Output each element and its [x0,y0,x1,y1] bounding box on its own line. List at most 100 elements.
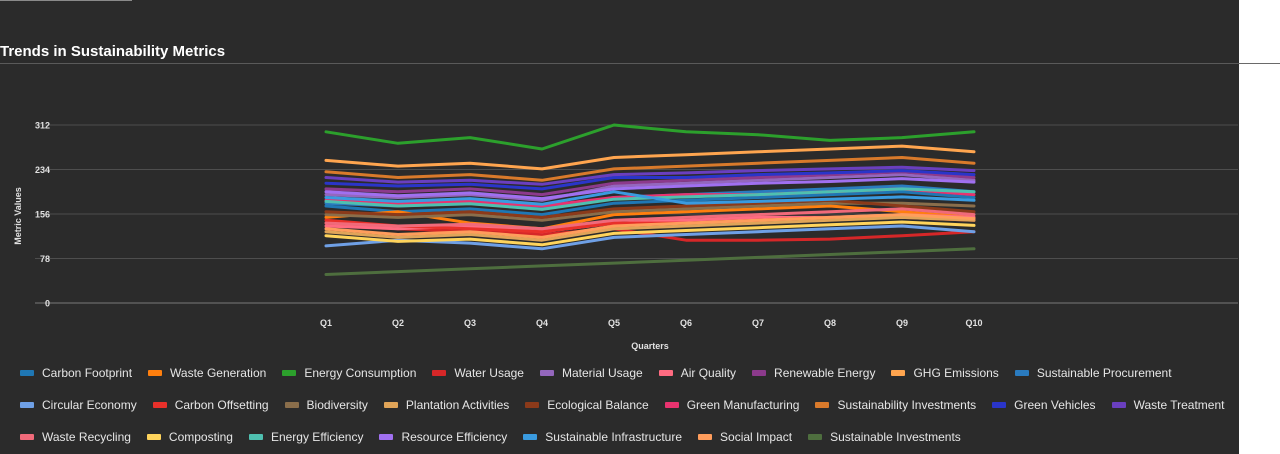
series-line-green-vehicles [324,169,976,191]
legend-label: Waste Generation [170,366,267,380]
series-line-carbon-footprint [324,190,976,217]
legend-item[interactable]: Carbon Offsetting [152,396,269,414]
legend-label: Green Manufacturing [686,398,800,412]
legend-item[interactable]: Biodiversity [284,396,368,414]
legend-label: Energy Consumption [304,366,417,380]
legend-item[interactable]: Air Quality [658,364,737,382]
legend-item[interactable]: Water Usage [432,364,524,382]
legend-label: Sustainability Investments [837,398,977,412]
legend-item[interactable]: Social Impact [698,428,792,446]
series-line-composting [324,220,976,247]
series-line-ghg-emissions [324,144,976,171]
legend-label: Energy Efficiency [270,430,364,444]
legend-label: Carbon Offsetting [174,398,269,412]
y-tick-label: 156 [35,210,50,220]
legend-label: Ecological Balance [547,398,649,412]
series-line-sustainability-investments [324,156,976,182]
legend-swatch [698,434,713,440]
legend-swatch [146,434,161,440]
legend-swatch [379,434,394,440]
series-line-waste-treatment [324,165,976,186]
legend-label: Air Quality [680,366,737,380]
series-line-sustainable-infrastructure [324,190,976,206]
series-line-sustainable-investments [324,247,976,276]
x-tick-label: Q10 [965,318,982,328]
legend-swatch [539,370,554,376]
legend-swatch [282,370,297,376]
legend-item[interactable]: Sustainability Investments [815,396,976,414]
legend-item[interactable]: Sustainable Procurement [1014,364,1172,382]
legend-item[interactable]: Plantation Activities [383,396,510,414]
title-divider [0,63,1280,64]
legend-label: Material Usage [561,366,643,380]
x-tick-label: Q5 [608,318,620,328]
legend-item[interactable]: Ecological Balance [525,396,649,414]
legend-item[interactable]: Material Usage [539,364,643,382]
legend-swatch [432,370,447,376]
legend-swatch [525,402,540,408]
line-chart: 0 78 156 234 312 Q1 Q2 Q3 Q4 Q5 Q6 Q7 Q8 Q9 Q10 Quarter… [13,121,1238,351]
legend-label: Circular Economy [42,398,137,412]
legend-swatch [992,402,1007,408]
legend-swatch [148,370,163,376]
legend-item[interactable]: GHG Emissions [891,364,999,382]
chart-legend: Carbon Footprint Waste Generation Energy C… [20,364,1230,446]
x-tick-label: Q1 [320,318,332,328]
legend-label: Waste Treatment [1133,398,1225,412]
legend-item[interactable]: Carbon Footprint [20,364,132,382]
legend-item[interactable]: Renewable Energy [752,364,875,382]
legend-item[interactable]: Sustainable Infrastructure [523,428,682,446]
legend-swatch [152,402,167,408]
legend-swatch [808,434,823,440]
legend-label: Plantation Activities [405,398,510,412]
legend-item[interactable]: Composting [146,428,233,446]
legend-swatch [20,370,34,376]
legend-item[interactable]: Sustainable Investments [808,428,961,446]
legend-swatch [815,402,830,408]
legend-swatch [891,370,906,376]
legend-item[interactable]: Circular Economy [20,396,137,414]
legend-label: Sustainable Procurement [1036,366,1172,380]
y-tick-label: 234 [35,165,50,175]
legend-label: Resource Efficiency [401,430,508,444]
series-line-resource-efficiency [324,177,976,201]
legend-item[interactable]: Green Vehicles [992,396,1096,414]
legend-swatch [284,402,299,408]
x-tick-label: Q7 [752,318,764,328]
legend-swatch [248,434,263,440]
legend-item[interactable]: Resource Efficiency [379,428,507,446]
x-tick-label: Q9 [896,318,908,328]
series-line-waste-recycling [324,207,976,231]
legend-label: GHG Emissions [913,366,999,380]
y-tick-label: 0 [45,299,50,309]
legend-label: Waste Recycling [42,430,131,444]
legend-label: Sustainable Investments [830,430,961,444]
series-line-plantation-activities [324,215,976,242]
y-axis-label: Metric Values [13,187,23,245]
legend-label: Composting [168,430,233,444]
x-axis-label: Quarters [631,341,669,351]
series-line-ecological-balance [324,198,976,219]
top-tab-indicator [0,0,132,1]
legend-item[interactable]: Waste Recycling [20,428,131,446]
y-tick-label: 312 [35,121,50,131]
x-tick-label: Q6 [680,318,692,328]
title-divider-extension [1239,63,1280,64]
legend-item[interactable]: Waste Treatment [1111,396,1225,414]
legend-label: Social Impact [720,430,793,444]
legend-item[interactable]: Energy Consumption [282,364,416,382]
x-tick-label: Q4 [536,318,548,328]
legend-item[interactable]: Green Manufacturing [664,396,800,414]
legend-swatch [20,402,34,408]
x-tick-label: Q3 [464,318,476,328]
legend-swatch [523,434,538,440]
series-line-social-impact [324,213,976,239]
legend-label: Green Vehicles [1014,398,1096,412]
legend-label: Water Usage [454,366,524,380]
series-line-material-usage [324,173,976,202]
x-tick-label: Q2 [392,318,404,328]
legend-label: Sustainable Infrastructure [545,430,683,444]
legend-item[interactable]: Waste Generation [148,364,266,382]
legend-swatch [383,402,398,408]
legend-item[interactable]: Energy Efficiency [248,428,364,446]
